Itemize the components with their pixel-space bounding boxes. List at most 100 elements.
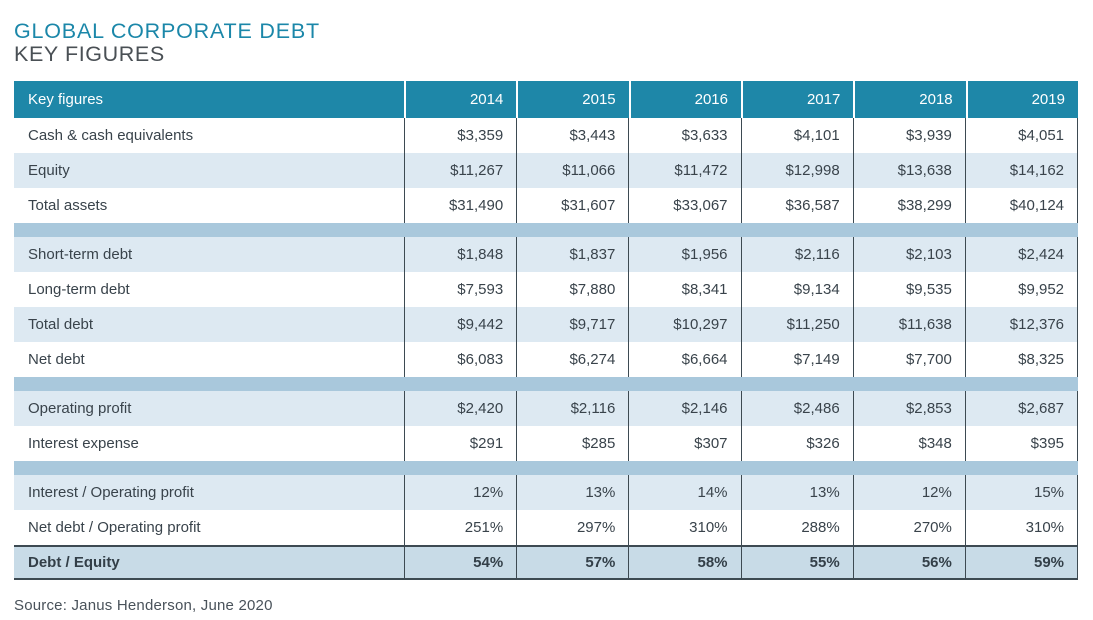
row-label: Equity bbox=[28, 162, 70, 179]
section-separator bbox=[14, 461, 1078, 475]
cell-value: $348 bbox=[852, 426, 965, 461]
cell-value: 12% bbox=[852, 475, 965, 510]
cell-value: 57% bbox=[516, 547, 628, 578]
column-header-year: 2018 bbox=[853, 81, 965, 118]
cell-value: $13,638 bbox=[852, 153, 965, 188]
table-row: Equity $11,267 $11,066 $11,472 $12,998 $13,63… bbox=[14, 153, 1078, 188]
table-row: Operating profit $2,420 $2,116 $2,146 $2,486… bbox=[14, 391, 1078, 426]
cell-value: $11,267 bbox=[404, 153, 516, 188]
table-row: Net debt $6,083 $6,274 $6,664 $7,149 $7,700 $8… bbox=[14, 342, 1078, 377]
row-label: Short-term debt bbox=[28, 246, 133, 263]
cell-value: $9,134 bbox=[740, 272, 853, 307]
table-row: Interest / Operating profit 12% 13% 14% 13% 1… bbox=[14, 475, 1078, 510]
table-row: Total assets $31,490 $31,607 $33,067 $36,587… bbox=[14, 188, 1078, 223]
cell-value: $2,103 bbox=[852, 237, 965, 272]
cell-value: $2,424 bbox=[964, 237, 1077, 272]
cell-value: 13% bbox=[516, 475, 628, 510]
table-header-row: Key figures 2014 2015 2016 2017 2018 2019 bbox=[14, 81, 1078, 118]
total-row: Debt / Equity 54% 57% 58% 55% 56% 59% bbox=[14, 545, 1078, 580]
cell-value: $2,146 bbox=[628, 391, 740, 426]
page-subtitle: KEY FIGURES bbox=[14, 42, 165, 66]
cell-value: $307 bbox=[628, 426, 740, 461]
cell-value: $2,116 bbox=[740, 237, 853, 272]
section-separator bbox=[14, 377, 1078, 391]
cell-value: $9,442 bbox=[404, 307, 516, 342]
cell-value: $40,124 bbox=[964, 188, 1077, 223]
cell-value: 310% bbox=[964, 510, 1077, 545]
cell-value: $1,848 bbox=[404, 237, 516, 272]
cell-value: $4,101 bbox=[740, 118, 853, 153]
cell-value: $12,376 bbox=[964, 307, 1077, 342]
cell-value: $2,116 bbox=[516, 391, 628, 426]
cell-value: 14% bbox=[628, 475, 740, 510]
cell-value: $11,638 bbox=[852, 307, 965, 342]
row-label: Net debt / Operating profit bbox=[28, 519, 201, 536]
cell-value: $7,593 bbox=[404, 272, 516, 307]
column-header-key-figures: Key figures bbox=[28, 91, 104, 108]
cell-value: 297% bbox=[516, 510, 628, 545]
table-row: Interest expense $291 $285 $307 $326 $348 $395 bbox=[14, 426, 1078, 461]
row-label: Cash & cash equivalents bbox=[28, 127, 194, 144]
cell-value: $3,443 bbox=[516, 118, 628, 153]
cell-value: 270% bbox=[852, 510, 965, 545]
cell-value: $9,717 bbox=[516, 307, 628, 342]
table-row: Short-term debt $1,848 $1,837 $1,956 $2,116 $… bbox=[14, 237, 1078, 272]
section-separator bbox=[14, 223, 1078, 237]
cell-value: $326 bbox=[740, 426, 853, 461]
cell-value: 15% bbox=[964, 475, 1077, 510]
cell-value: $38,299 bbox=[852, 188, 965, 223]
cell-value: $285 bbox=[516, 426, 628, 461]
cell-value: $14,162 bbox=[964, 153, 1077, 188]
cell-value: 58% bbox=[628, 547, 740, 578]
column-header-year: 2017 bbox=[740, 81, 853, 118]
title-block: GLOBAL CORPORATE DEBT KEY FIGURES bbox=[14, 20, 1079, 66]
cell-value: 288% bbox=[740, 510, 853, 545]
cell-value: $10,297 bbox=[628, 307, 740, 342]
table-row: Long-term debt $7,593 $7,880 $8,341 $9,134 $9… bbox=[14, 272, 1078, 307]
cell-value: $6,083 bbox=[404, 342, 516, 377]
row-label: Net debt bbox=[28, 351, 85, 368]
cell-value: $31,607 bbox=[516, 188, 628, 223]
cell-value: 55% bbox=[740, 547, 853, 578]
cell-value: 12% bbox=[404, 475, 516, 510]
cell-value: $6,274 bbox=[516, 342, 628, 377]
cell-value: $9,952 bbox=[964, 272, 1077, 307]
table-row: Net debt / Operating profit 251% 297% 310% 2… bbox=[14, 510, 1078, 545]
key-figures-table: Key figures 2014 2015 2016 2017 2018 2019 Cash … bbox=[14, 81, 1078, 580]
cell-value: $11,250 bbox=[740, 307, 853, 342]
cell-value: $11,472 bbox=[628, 153, 740, 188]
cell-value: $6,664 bbox=[628, 342, 740, 377]
cell-value: $12,998 bbox=[740, 153, 853, 188]
cell-value: $9,535 bbox=[852, 272, 965, 307]
column-header-year: 2014 bbox=[404, 81, 516, 118]
table-row: Cash & cash equivalents $3,359 $3,443 $3,63… bbox=[14, 118, 1078, 153]
cell-value: $31,490 bbox=[404, 188, 516, 223]
row-label: Operating profit bbox=[28, 400, 132, 417]
cell-value: $8,325 bbox=[964, 342, 1077, 377]
cell-value: $291 bbox=[404, 426, 516, 461]
cell-value: $2,687 bbox=[964, 391, 1077, 426]
cell-value: $3,939 bbox=[852, 118, 965, 153]
cell-value: $2,853 bbox=[852, 391, 965, 426]
cell-value: $395 bbox=[964, 426, 1077, 461]
cell-value: $7,149 bbox=[740, 342, 853, 377]
cell-value: $33,067 bbox=[628, 188, 740, 223]
cell-value: $36,587 bbox=[740, 188, 853, 223]
cell-value: 59% bbox=[964, 547, 1077, 578]
column-header-year: 2016 bbox=[628, 81, 741, 118]
column-header-year: 2019 bbox=[965, 81, 1078, 118]
cell-value: $3,633 bbox=[628, 118, 740, 153]
row-label: Long-term debt bbox=[28, 281, 130, 298]
cell-value: $8,341 bbox=[628, 272, 740, 307]
row-label: Total debt bbox=[28, 316, 94, 333]
cell-value: $11,066 bbox=[516, 153, 628, 188]
table-row: Total debt $9,442 $9,717 $10,297 $11,250 $11,… bbox=[14, 307, 1078, 342]
cell-value: $1,956 bbox=[628, 237, 740, 272]
cell-value: 56% bbox=[852, 547, 965, 578]
cell-value: 13% bbox=[740, 475, 853, 510]
row-label: Interest / Operating profit bbox=[28, 484, 194, 501]
cell-value: $7,880 bbox=[516, 272, 628, 307]
cell-value: $3,359 bbox=[404, 118, 516, 153]
cell-value: $4,051 bbox=[964, 118, 1077, 153]
